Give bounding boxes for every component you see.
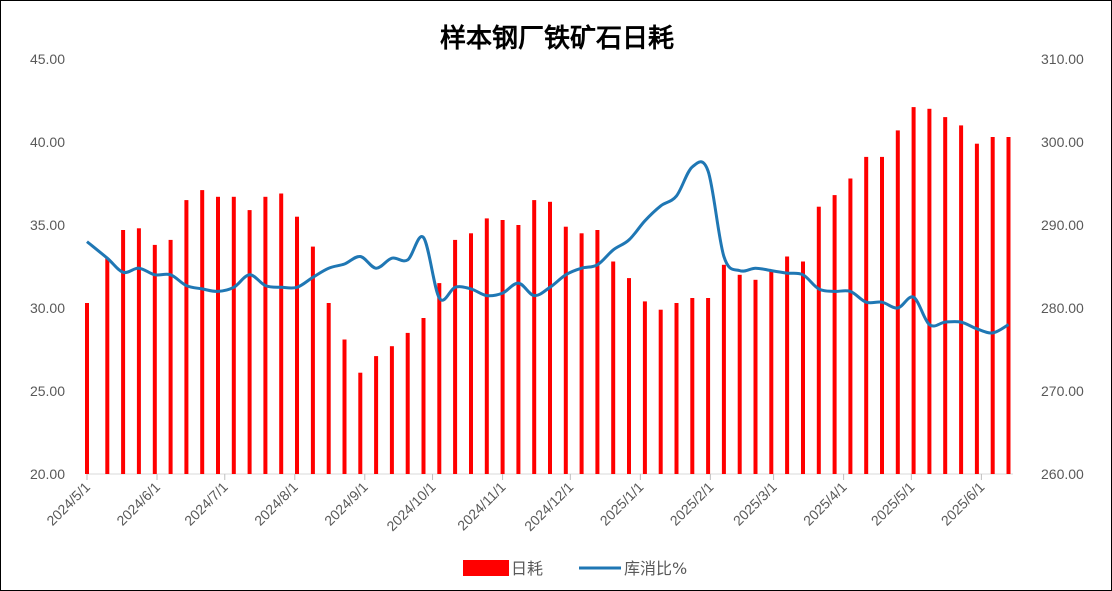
x-axis: 2024/5/1 2024/6/1 2024/7/1 2024/8/1 2024/9/1… [43, 474, 988, 535]
legend-line-label: 库消比% [624, 559, 687, 578]
bar [674, 303, 679, 474]
bar [532, 200, 537, 474]
bar [974, 143, 979, 474]
bar [453, 239, 458, 474]
bar [753, 279, 758, 474]
bar [184, 200, 189, 474]
bar [880, 156, 884, 474]
bar [500, 220, 505, 474]
x-tick-label: 2024/6/1 [113, 479, 163, 529]
legend-bar-swatch [463, 560, 509, 576]
y-left-tick-label: 20.00 [30, 466, 65, 482]
x-tick-label: 2024/12/1 [521, 479, 577, 535]
bar [421, 318, 426, 474]
bar [690, 298, 695, 474]
bar-series-daily-consumption [85, 107, 1011, 475]
bar [642, 301, 647, 474]
bar [247, 210, 252, 474]
bar [658, 309, 663, 474]
x-tick-label: 2024/9/1 [321, 479, 371, 529]
bar [927, 108, 932, 475]
bar [279, 193, 284, 474]
bar [579, 233, 584, 474]
bar [85, 303, 89, 474]
x-tick-label: 2025/6/1 [938, 479, 988, 529]
bar [832, 195, 837, 474]
y-right-tick-label: 270.00 [1041, 383, 1084, 399]
bar [326, 303, 331, 474]
y-left-tick-label: 35.00 [30, 217, 65, 233]
bar [342, 339, 347, 474]
bar [374, 356, 379, 474]
bar [263, 196, 268, 475]
bar [706, 298, 711, 474]
y-left-axis: 20.00 25.00 30.00 35.00 40.00 45.00 [30, 51, 65, 482]
bar [627, 278, 631, 474]
bar [785, 256, 790, 474]
bar [864, 156, 869, 474]
bar [200, 190, 205, 474]
bar [389, 346, 394, 474]
bar [769, 271, 774, 474]
x-tick-label: 2024/11/1 [454, 479, 509, 534]
bar [595, 230, 600, 474]
bar [405, 332, 410, 474]
y-left-tick-label: 45.00 [30, 51, 65, 67]
bar [548, 201, 552, 475]
bar [105, 258, 110, 474]
x-tick-label: 2025/2/1 [667, 479, 717, 529]
chart-title: 样本钢厂铁矿石日耗 [440, 23, 674, 54]
bar [168, 239, 173, 474]
bar [737, 274, 742, 474]
bar [216, 196, 220, 475]
bar [959, 125, 964, 475]
bar [801, 261, 805, 474]
bar [895, 130, 900, 474]
y-left-tick-label: 30.00 [30, 300, 65, 316]
legend-bar-label: 日耗 [511, 559, 543, 578]
y-right-tick-label: 300.00 [1041, 134, 1084, 150]
x-tick-label: 2025/4/1 [800, 479, 850, 529]
bar [484, 218, 489, 474]
x-tick-label: 2025/3/1 [730, 479, 780, 529]
y-right-tick-label: 310.00 [1041, 51, 1084, 67]
bar [848, 178, 853, 474]
bar [121, 230, 126, 474]
legend: 日耗 库消比% [463, 559, 687, 578]
line-series-stock-consumption-ratio [86, 160, 1010, 335]
x-tick-label: 2025/1/1 [597, 479, 647, 529]
y-left-tick-label: 25.00 [30, 383, 65, 399]
y-right-tick-label: 280.00 [1041, 300, 1084, 316]
bar [437, 283, 442, 474]
x-tick-label: 2024/7/1 [181, 479, 231, 529]
y-left-tick-label: 40.00 [30, 134, 65, 150]
bar [469, 233, 473, 474]
bar [295, 216, 299, 474]
bar [516, 225, 521, 474]
bar [358, 372, 363, 474]
y-right-tick-label: 260.00 [1041, 466, 1084, 482]
bar [563, 226, 568, 474]
bar [990, 137, 995, 474]
bar [721, 264, 726, 474]
bar [943, 117, 948, 474]
x-tick-label: 2025/5/1 [868, 479, 918, 529]
y-right-axis: 260.00 270.00 280.00 290.00 300.00 310.00 [1041, 51, 1084, 482]
x-tick-label: 2024/10/1 [383, 479, 439, 535]
bar [310, 246, 315, 474]
bar [1006, 137, 1011, 474]
bar [231, 196, 236, 475]
bar [911, 107, 916, 474]
y-right-tick-label: 290.00 [1041, 217, 1084, 233]
bar [816, 206, 821, 474]
bar [136, 228, 141, 474]
bar [611, 261, 616, 474]
x-tick-label: 2024/5/1 [43, 479, 93, 529]
x-tick-label: 2024/8/1 [251, 479, 301, 529]
bar [152, 244, 157, 474]
